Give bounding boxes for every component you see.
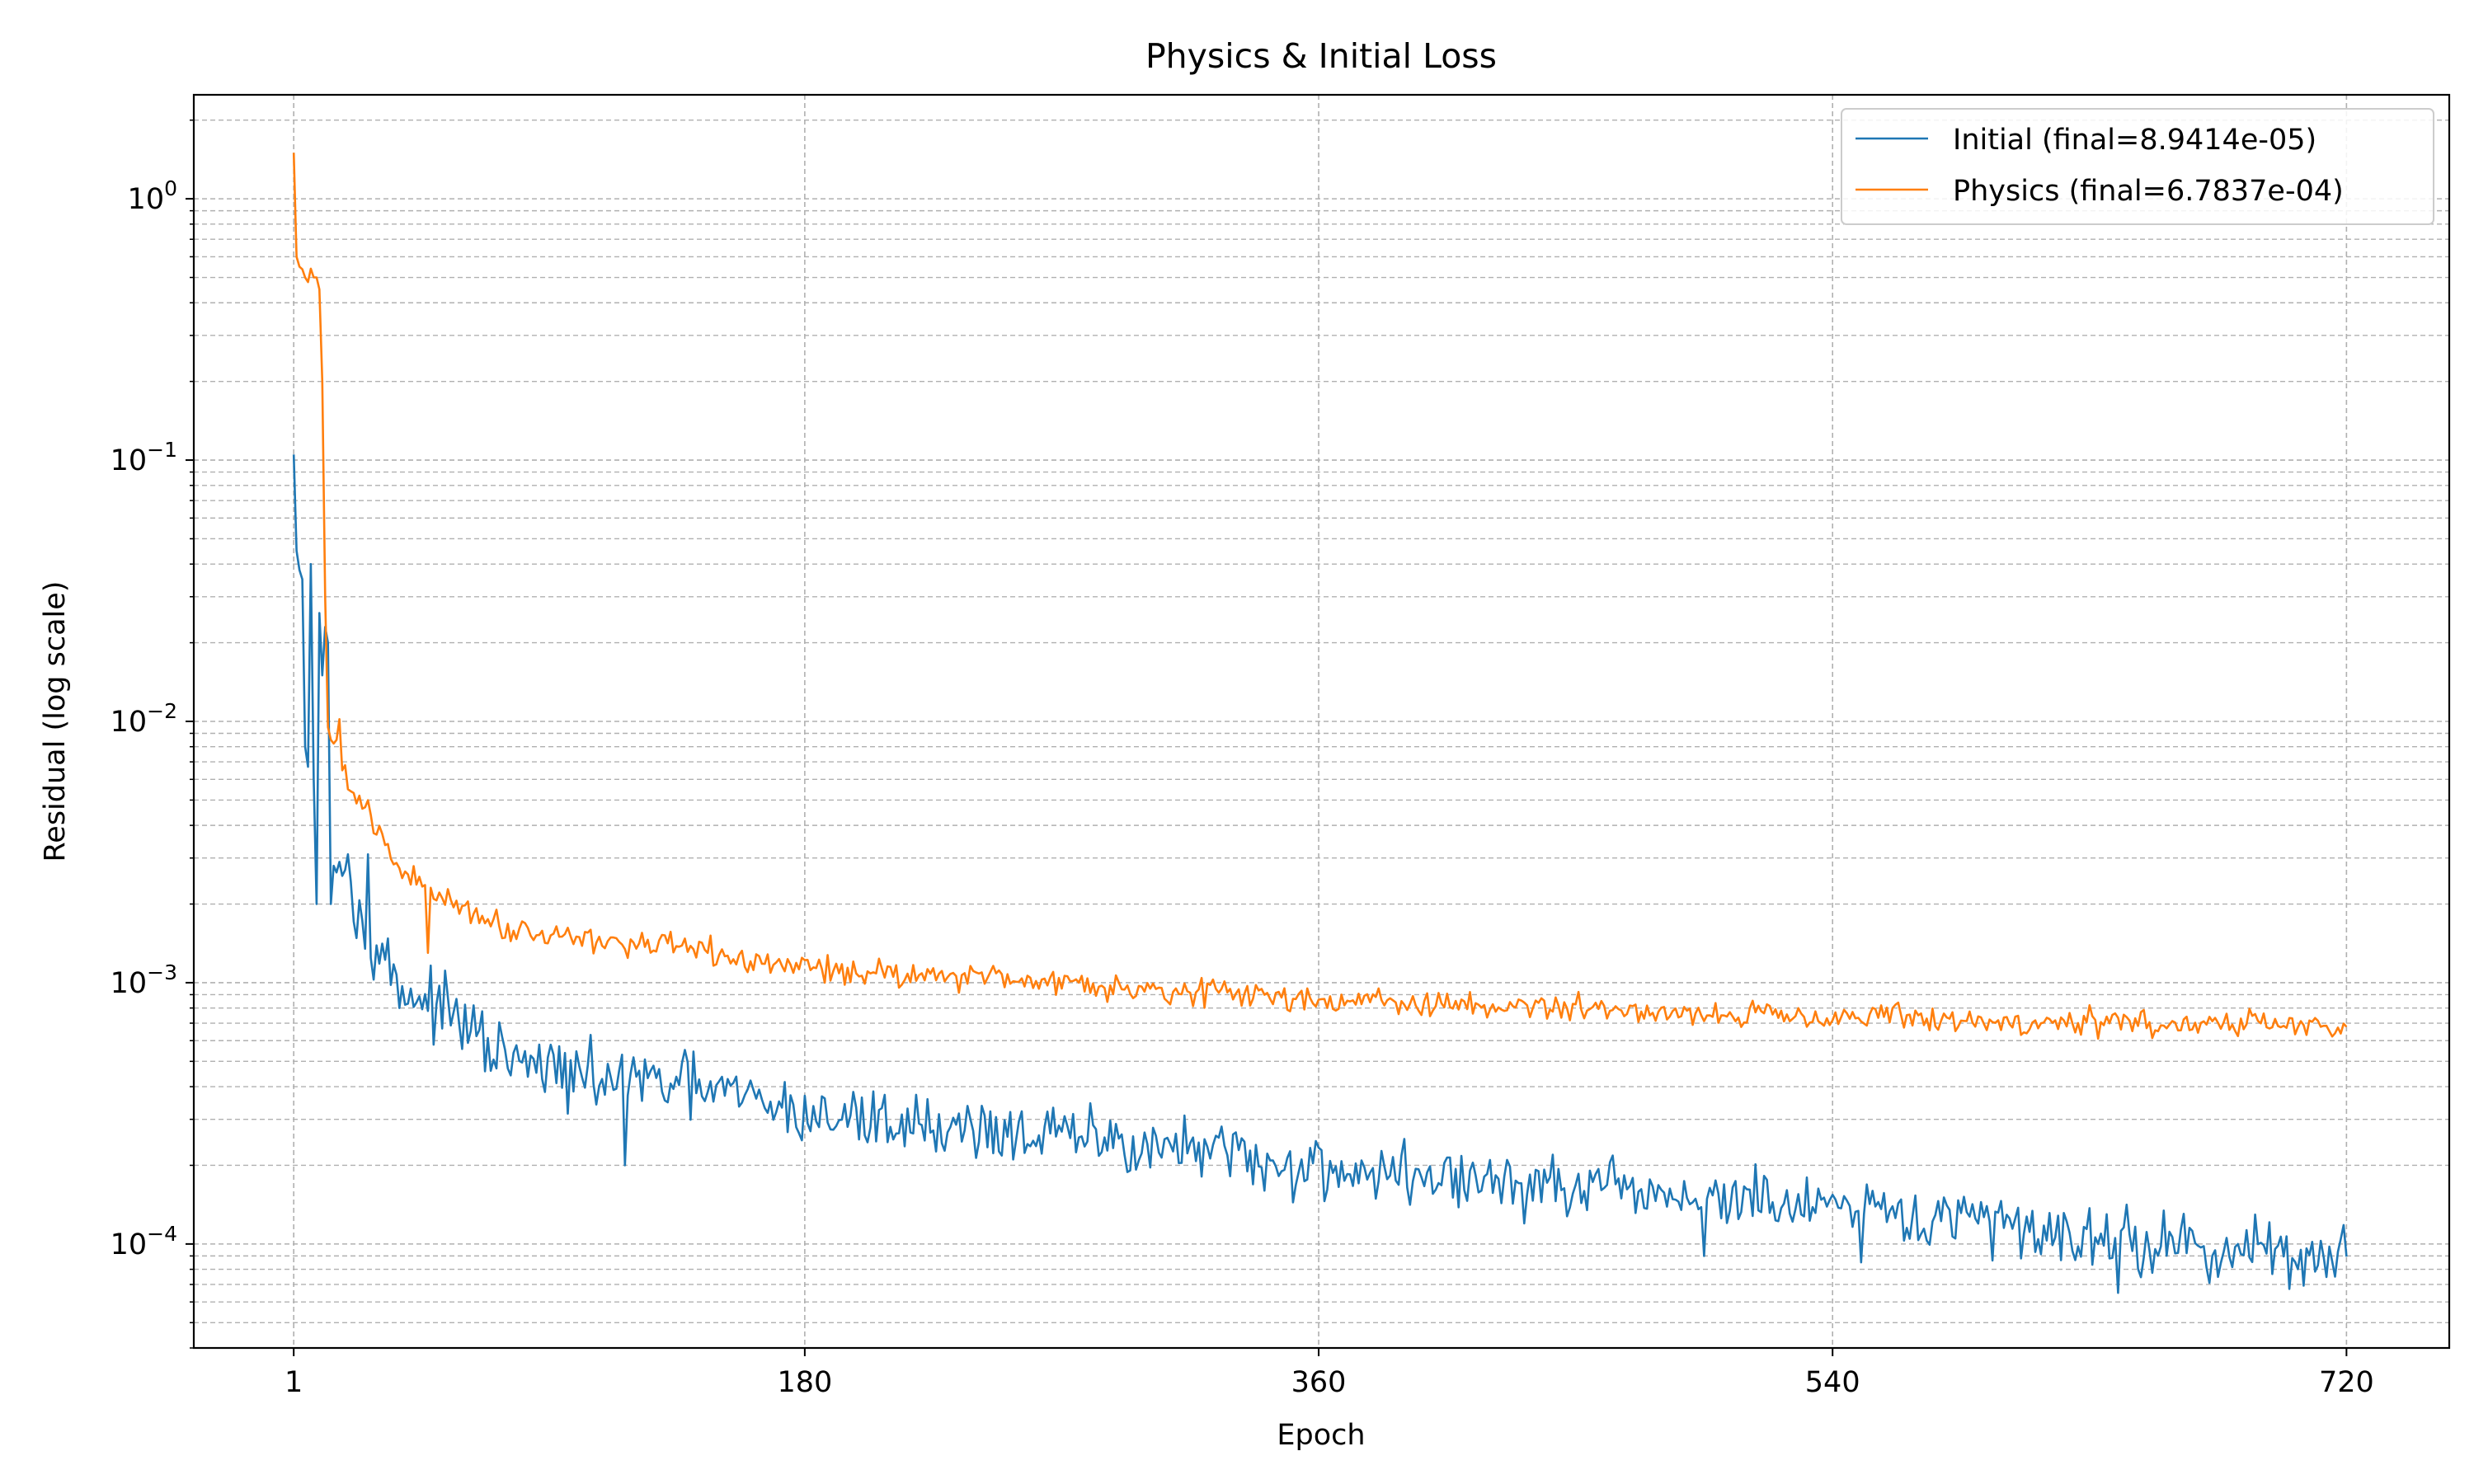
axis-ticks: 1 180 360 540 720 100 10−1 10−2 10−3 10−4 (111, 119, 2374, 1399)
legend: Initial (final=8.9414e-05) Physics (fina… (1841, 108, 2434, 225)
y-tick-label: 10−4 (111, 1222, 177, 1261)
series-line-initial (292, 454, 2348, 1294)
y-tick-label: 10−2 (111, 699, 177, 739)
y-axis-label: Residual (log scale) (39, 581, 72, 862)
x-tick-label: 720 (2319, 1366, 2374, 1399)
x-tick-label: 540 (1805, 1366, 1860, 1399)
grid (194, 95, 2449, 1349)
y-tick-label: 10−1 (111, 438, 177, 477)
y-tick-label: 100 (128, 176, 177, 216)
y-tick-label: 10−3 (111, 960, 177, 1000)
x-axis-label: Epoch (1277, 1419, 1365, 1452)
x-tick-label: 360 (1291, 1366, 1347, 1399)
series-line-physics (292, 153, 2348, 1040)
series-lines (292, 153, 2348, 1294)
legend-box (1841, 108, 2434, 225)
legend-label-physics: Physics (final=6.7837e-04) (1953, 175, 2344, 208)
chart-title: Physics & Initial Loss (1145, 36, 1497, 76)
x-tick-label: 1 (285, 1366, 303, 1399)
legend-label-initial: Initial (final=8.9414e-05) (1953, 124, 2316, 157)
x-tick-label: 180 (777, 1366, 832, 1399)
